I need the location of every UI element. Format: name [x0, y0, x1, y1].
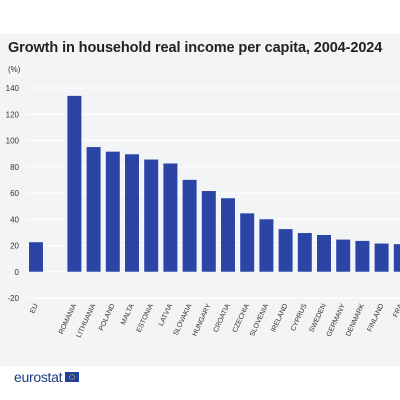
y-axis-ticks: -20 0 20 40 60 80 100 120 140: [6, 84, 20, 303]
x-category-label: FRA: [392, 303, 400, 319]
y-tick-label: 40: [10, 215, 19, 224]
y-tick-label: -20: [7, 294, 19, 303]
eurostat-logo-text: eurostat: [14, 369, 63, 385]
bar-eu: [29, 242, 43, 272]
eu-flag-icon: [65, 372, 80, 382]
bar-ireland: [278, 229, 293, 272]
y-tick-label: 120: [6, 110, 20, 119]
y-tick-label: 20: [10, 242, 19, 251]
footer: eurostat: [14, 369, 80, 385]
x-category-label: SWEDEN: [308, 303, 327, 334]
x-category-label: POLAND: [98, 303, 117, 332]
x-category-label: CZECHIA: [232, 303, 251, 334]
bar-cyprus: [297, 233, 312, 272]
x-category-label: MALTA: [120, 303, 136, 326]
bar-romania: [67, 95, 82, 272]
y-tick-label: 80: [10, 163, 19, 172]
bar-denmark: [355, 240, 370, 272]
y-tick-label: 140: [6, 84, 20, 93]
x-category-label: CYPRUS: [290, 303, 309, 333]
bar-sweden: [317, 235, 331, 272]
chart-panel: [0, 34, 400, 366]
x-category-label: EU: [29, 303, 39, 315]
chart-title: Growth in household real income per capi…: [8, 40, 383, 56]
bar-poland: [105, 151, 120, 272]
bar-croatia: [221, 198, 235, 272]
bar-slovenia: [259, 219, 274, 272]
bar-latvia: [163, 163, 178, 272]
x-category-label: CROATIA: [213, 303, 232, 334]
x-category-label: LITHUANIA: [76, 303, 98, 339]
bar-malta: [125, 154, 139, 272]
x-category-label: GERMANY: [326, 303, 347, 338]
bar-finland: [374, 243, 389, 272]
x-category-label: LATVIA: [158, 303, 174, 328]
y-tick-label: 60: [10, 189, 19, 198]
bar-lithuania: [86, 147, 101, 272]
bar-hungary: [201, 191, 216, 272]
x-category-label: SLOVENIA: [249, 303, 270, 338]
y-tick-label: 0: [15, 268, 20, 277]
bar-germany: [336, 239, 351, 272]
bar-series: [29, 95, 400, 272]
y-axis-unit-label: (%): [8, 65, 21, 74]
x-category-label: SLOVAKIA: [173, 303, 194, 337]
bar-czechia: [240, 213, 255, 272]
bar-estonia: [144, 159, 159, 272]
x-category-label: HUNGARY: [192, 303, 213, 338]
x-category-label: IRELAND: [270, 303, 289, 333]
x-category-label: FINLAND: [366, 303, 385, 333]
y-tick-label: 100: [6, 137, 20, 146]
x-category-label: ROMANIA: [58, 303, 78, 336]
x-category-label: ESTONIA: [136, 303, 155, 334]
bar-fra: [393, 244, 400, 272]
bar-slovakia: [182, 179, 197, 272]
x-category-label: DENMARK: [345, 303, 366, 338]
